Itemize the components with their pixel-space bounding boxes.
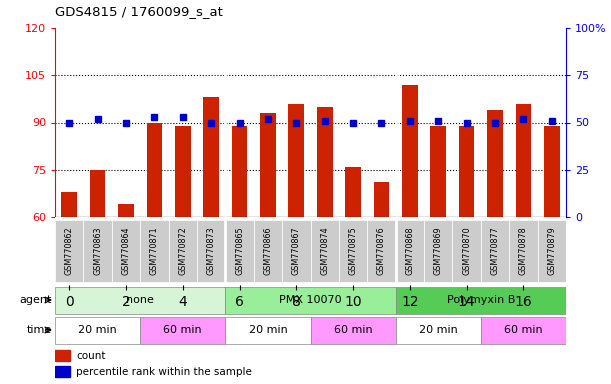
- Bar: [310, 316, 396, 344]
- Bar: [83, 220, 112, 282]
- Text: 60 min: 60 min: [163, 325, 202, 335]
- Bar: [339, 220, 367, 282]
- Text: 60 min: 60 min: [334, 325, 372, 335]
- Bar: [169, 220, 197, 282]
- Bar: [317, 107, 332, 217]
- Text: GSM770870: GSM770870: [462, 227, 471, 275]
- Bar: [424, 220, 452, 282]
- Text: 60 min: 60 min: [504, 325, 543, 335]
- Text: GSM770862: GSM770862: [65, 227, 74, 275]
- Bar: [459, 126, 475, 217]
- Text: GSM770869: GSM770869: [434, 227, 443, 275]
- Bar: [225, 220, 254, 282]
- Bar: [225, 286, 396, 313]
- Text: GSM770877: GSM770877: [491, 227, 500, 275]
- Text: GSM770879: GSM770879: [547, 227, 556, 275]
- Text: GSM770876: GSM770876: [377, 227, 386, 275]
- Text: GSM770873: GSM770873: [207, 227, 216, 275]
- Bar: [260, 113, 276, 217]
- Bar: [175, 126, 191, 217]
- Bar: [112, 220, 140, 282]
- Bar: [90, 170, 105, 217]
- Text: GSM770866: GSM770866: [263, 227, 273, 275]
- Text: GSM770875: GSM770875: [349, 227, 357, 275]
- Bar: [310, 220, 339, 282]
- Text: percentile rank within the sample: percentile rank within the sample: [76, 367, 252, 377]
- Bar: [55, 366, 70, 377]
- Text: GSM770867: GSM770867: [292, 227, 301, 275]
- Bar: [254, 220, 282, 282]
- Bar: [452, 220, 481, 282]
- Bar: [374, 182, 389, 217]
- Bar: [481, 220, 509, 282]
- Text: GSM770871: GSM770871: [150, 227, 159, 275]
- Text: GSM770865: GSM770865: [235, 227, 244, 275]
- Bar: [203, 97, 219, 217]
- Bar: [118, 204, 134, 217]
- Text: time: time: [27, 325, 52, 335]
- Bar: [367, 220, 396, 282]
- Bar: [140, 220, 169, 282]
- Bar: [396, 220, 424, 282]
- Text: GSM770874: GSM770874: [320, 227, 329, 275]
- Text: GSM770868: GSM770868: [405, 227, 414, 275]
- Bar: [402, 85, 418, 217]
- Bar: [487, 110, 503, 217]
- Bar: [396, 286, 566, 313]
- Bar: [197, 220, 225, 282]
- Bar: [61, 192, 77, 217]
- Text: GSM770878: GSM770878: [519, 227, 528, 275]
- Text: GDS4815 / 1760099_s_at: GDS4815 / 1760099_s_at: [55, 5, 223, 18]
- Text: count: count: [76, 351, 106, 361]
- Text: PMX 10070: PMX 10070: [279, 295, 342, 305]
- Bar: [288, 104, 304, 217]
- Bar: [544, 126, 560, 217]
- Bar: [509, 220, 538, 282]
- Bar: [396, 316, 481, 344]
- Text: none: none: [126, 295, 154, 305]
- Text: 20 min: 20 min: [419, 325, 458, 335]
- Text: GSM770863: GSM770863: [93, 227, 102, 275]
- Bar: [232, 126, 247, 217]
- Bar: [538, 220, 566, 282]
- Bar: [55, 220, 83, 282]
- Bar: [55, 350, 70, 361]
- Bar: [282, 220, 310, 282]
- Bar: [225, 316, 310, 344]
- Bar: [516, 104, 531, 217]
- Text: GSM770864: GSM770864: [122, 227, 131, 275]
- Bar: [147, 122, 162, 217]
- Text: 20 min: 20 min: [78, 325, 117, 335]
- Text: agent: agent: [20, 295, 52, 305]
- Bar: [481, 316, 566, 344]
- Bar: [55, 316, 140, 344]
- Text: GSM770872: GSM770872: [178, 227, 187, 275]
- Bar: [55, 286, 225, 313]
- Text: Polymyxin B: Polymyxin B: [447, 295, 515, 305]
- Bar: [430, 126, 446, 217]
- Bar: [345, 167, 361, 217]
- Text: 20 min: 20 min: [249, 325, 287, 335]
- Bar: [140, 316, 225, 344]
